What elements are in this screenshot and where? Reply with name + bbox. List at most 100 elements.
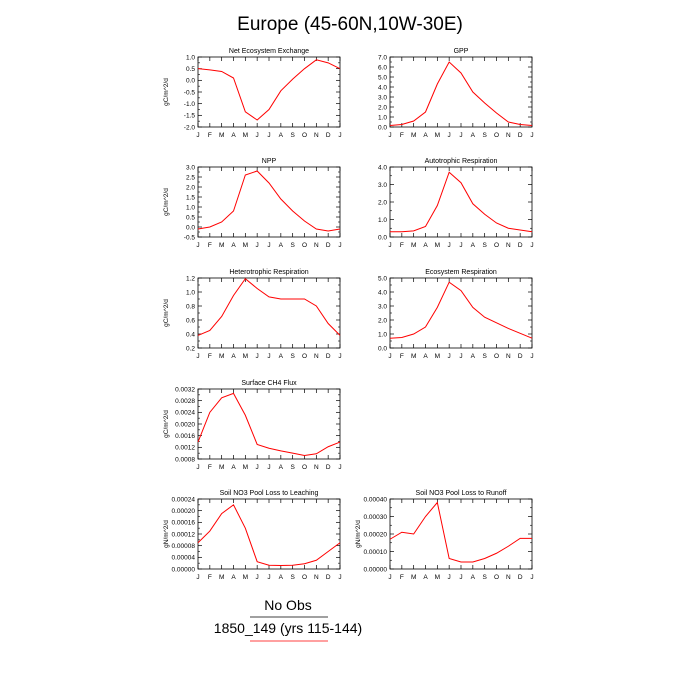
- y-tick-label: 0.0028: [175, 398, 195, 405]
- x-tick-label: D: [326, 242, 331, 249]
- series-line: [197, 277, 341, 336]
- series-line: [197, 170, 341, 232]
- x-tick-label: S: [482, 574, 487, 581]
- x-tick-label: M: [243, 132, 248, 139]
- y-tick-label: 6.0: [378, 64, 387, 71]
- x-tick-label: M: [219, 464, 224, 471]
- x-tick-label: N: [314, 574, 319, 581]
- panel-net-ecosystem-exchange: Net Ecosystem Exchange -2.0 -1.5 -1.0 -0.5 0.…: [163, 48, 342, 139]
- y-tick-label: 1.5: [186, 194, 195, 201]
- y-axis-label: gN/m^2/d: [163, 520, 170, 548]
- x-tick-label: N: [314, 464, 319, 471]
- x-tick-label: J: [196, 574, 199, 581]
- y-axis-label: gC/m^2/d: [163, 78, 170, 106]
- x-tick-label: N: [506, 132, 511, 139]
- y-tick-label: 0.0: [378, 234, 387, 241]
- x-tick-label: M: [219, 242, 224, 249]
- x-tick-label: S: [482, 242, 487, 249]
- legend-line-2: 1850_149 (yrs 115-144): [214, 620, 362, 636]
- x-tick-label: A: [231, 574, 236, 581]
- x-tick-label: N: [506, 574, 511, 581]
- y-tick-label: 0.4: [186, 331, 195, 338]
- x-tick-label: A: [279, 574, 284, 581]
- x-tick-label: S: [290, 353, 295, 360]
- x-tick-label: O: [494, 242, 499, 249]
- y-tick-label: 0.00024: [172, 496, 196, 503]
- x-tick-label: S: [290, 132, 295, 139]
- y-tick-label: -0.5: [184, 89, 196, 96]
- x-tick-label: J: [388, 353, 391, 360]
- x-tick-label: A: [471, 353, 476, 360]
- y-tick-label: 0.00004: [172, 555, 196, 562]
- y-tick-label: 0.0032: [175, 386, 195, 393]
- y-tick-label: 0.0008: [175, 456, 195, 463]
- panel-soil-no3-pool-loss-to-leaching: Soil NO3 Pool Loss to Leaching 0.00000 0.0…: [163, 490, 342, 581]
- x-tick-label: N: [314, 353, 319, 360]
- panel-npp: NPP-0.50.00.51.01.52.02.53.0J F M A M J J A S O N D…: [163, 158, 342, 249]
- panel-title: Heterotrophic Respiration: [229, 269, 308, 276]
- x-tick-label: S: [290, 574, 295, 581]
- x-tick-label: M: [435, 574, 440, 581]
- y-tick-label: 7.0: [378, 54, 387, 61]
- x-tick-label: F: [400, 132, 404, 139]
- y-tick-label: 0.00010: [364, 549, 388, 556]
- x-tick-label: D: [326, 353, 331, 360]
- x-tick-label: J: [256, 242, 259, 249]
- x-tick-label: O: [302, 464, 307, 471]
- y-tick-label: 1.0: [378, 114, 387, 121]
- x-tick-label: N: [506, 242, 511, 249]
- y-tick-label: 0.00000: [364, 566, 388, 573]
- panel-soil-no3-pool-loss-to-runoff: Soil NO3 Pool Loss to Runoff 0.00000 0.000…: [355, 490, 534, 581]
- x-tick-label: J: [256, 574, 259, 581]
- y-tick-label: 0.0016: [175, 433, 195, 440]
- x-tick-label: D: [518, 353, 523, 360]
- y-tick-label: 0.00020: [364, 531, 388, 538]
- x-tick-label: F: [400, 574, 404, 581]
- series-line: [197, 504, 341, 567]
- x-tick-label: F: [208, 242, 212, 249]
- y-tick-label: 0.00012: [172, 531, 196, 538]
- x-tick-label: M: [243, 464, 248, 471]
- y-tick-label: 4.0: [378, 164, 387, 171]
- y-tick-label: 2.0: [378, 199, 387, 206]
- x-tick-label: D: [326, 132, 331, 139]
- panel-title: GPP: [454, 48, 469, 55]
- x-tick-label: F: [208, 574, 212, 581]
- x-tick-label: O: [494, 574, 499, 581]
- x-tick-label: F: [400, 353, 404, 360]
- y-axis-label: gN/m^2/d: [355, 520, 362, 548]
- y-tick-label: 0.0: [186, 78, 195, 85]
- x-tick-label: N: [314, 242, 319, 249]
- x-tick-label: J: [196, 132, 199, 139]
- y-tick-label: 2.0: [186, 184, 195, 191]
- y-tick-label: 0.00008: [172, 543, 196, 550]
- series-line: [389, 61, 533, 126]
- x-tick-label: J: [388, 574, 391, 581]
- x-tick-label: J: [338, 132, 341, 139]
- plot-frame: [197, 166, 341, 238]
- y-tick-label: 0.2: [186, 345, 195, 352]
- y-tick-label: 3.0: [378, 182, 387, 189]
- y-tick-label: 5.0: [378, 74, 387, 81]
- x-tick-label: A: [231, 132, 236, 139]
- x-tick-label: J: [338, 242, 341, 249]
- plot-frame: [197, 56, 341, 128]
- y-tick-label: -0.5: [184, 234, 196, 241]
- x-tick-label: F: [208, 464, 212, 471]
- x-tick-label: J: [267, 464, 270, 471]
- x-tick-label: D: [518, 242, 523, 249]
- x-tick-label: F: [400, 242, 404, 249]
- y-tick-label: 2.5: [186, 174, 195, 181]
- y-tick-label: 0.00030: [364, 514, 388, 521]
- x-tick-label: F: [208, 353, 212, 360]
- panel-title: Autotrophic Respiration: [425, 158, 498, 165]
- x-tick-label: J: [196, 353, 199, 360]
- x-tick-label: J: [196, 464, 199, 471]
- x-tick-label: J: [448, 242, 451, 249]
- x-tick-label: J: [530, 132, 533, 139]
- x-tick-label: M: [435, 353, 440, 360]
- x-tick-label: J: [459, 242, 462, 249]
- x-tick-label: M: [219, 132, 224, 139]
- y-tick-label: 3.0: [186, 164, 195, 171]
